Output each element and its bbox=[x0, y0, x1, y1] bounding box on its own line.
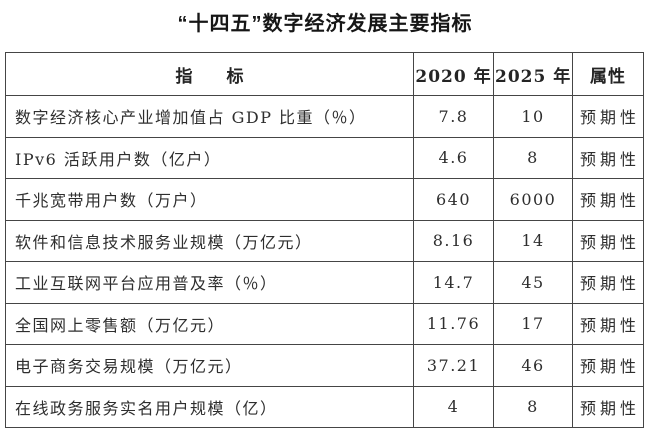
value-2020-cell: 37.21 bbox=[413, 344, 494, 387]
table-row: IPv6 活跃用户数（亿户） 4.6 8 预期性 bbox=[5, 136, 644, 179]
table-row: 数字经济核心产业增加值占 GDP 比重（％） 7.8 10 预期性 bbox=[5, 95, 644, 138]
table-row: 电子商务交易规模（万亿元） 37.21 46 预期性 bbox=[5, 344, 644, 387]
table-row: 在线政务服务实名用户规模（亿） 4 8 预期性 bbox=[5, 385, 644, 428]
attribute-cell: 预期性 bbox=[572, 344, 644, 387]
table-header-row: 指 标 2020 年 2025 年 属性 bbox=[5, 52, 644, 96]
header-2020: 2020 年 bbox=[413, 52, 494, 96]
attribute-cell: 预期性 bbox=[572, 261, 644, 304]
page-title: “十四五”数字经济发展主要指标 bbox=[177, 13, 473, 35]
value-2020-cell: 4.6 bbox=[413, 136, 494, 179]
table-row: 全国网上零售额（万亿元） 11.76 17 预期性 bbox=[5, 302, 644, 345]
attribute-cell: 预期性 bbox=[572, 385, 644, 428]
header-indicator: 指 标 bbox=[5, 52, 414, 96]
value-2025-cell: 6000 bbox=[493, 178, 573, 221]
value-2020-cell: 4 bbox=[413, 385, 494, 428]
value-2025-cell: 8 bbox=[493, 136, 573, 179]
value-2020-cell: 8.16 bbox=[413, 219, 494, 262]
indicator-cell: 千兆宽带用户数（万户） bbox=[5, 178, 414, 221]
table-row: 工业互联网平台应用普及率（％） 14.7 45 预期性 bbox=[5, 261, 644, 304]
indicator-cell: 电子商务交易规模（万亿元） bbox=[5, 344, 414, 387]
value-2020-cell: 11.76 bbox=[413, 302, 494, 345]
indicator-cell: 在线政务服务实名用户规模（亿） bbox=[5, 385, 414, 428]
indicator-cell: IPv6 活跃用户数（亿户） bbox=[5, 136, 414, 179]
indicators-table: 指 标 2020 年 2025 年 属性 数字经济核心产业增加值占 GDP 比重… bbox=[5, 52, 644, 428]
attribute-cell: 预期性 bbox=[572, 219, 644, 262]
indicator-cell: 软件和信息技术服务业规模（万亿元） bbox=[5, 219, 414, 262]
value-2025-cell: 8 bbox=[493, 385, 573, 428]
table-row: 千兆宽带用户数（万户） 640 6000 预期性 bbox=[5, 178, 644, 221]
attribute-cell: 预期性 bbox=[572, 95, 644, 138]
attribute-cell: 预期性 bbox=[572, 302, 644, 345]
indicator-cell: 全国网上零售额（万亿元） bbox=[5, 302, 414, 345]
attribute-cell: 预期性 bbox=[572, 178, 644, 221]
value-2025-cell: 46 bbox=[493, 344, 573, 387]
value-2020-cell: 7.8 bbox=[413, 95, 494, 138]
value-2020-cell: 640 bbox=[413, 178, 494, 221]
value-2025-cell: 17 bbox=[493, 302, 573, 345]
header-2025: 2025 年 bbox=[493, 52, 573, 96]
indicator-cell: 工业互联网平台应用普及率（％） bbox=[5, 261, 414, 304]
attribute-cell: 预期性 bbox=[572, 136, 644, 179]
value-2025-cell: 14 bbox=[493, 219, 573, 262]
value-2025-cell: 10 bbox=[493, 95, 573, 138]
table-row: 软件和信息技术服务业规模（万亿元） 8.16 14 预期性 bbox=[5, 219, 644, 262]
indicator-cell: 数字经济核心产业增加值占 GDP 比重（％） bbox=[5, 95, 414, 138]
header-attribute: 属性 bbox=[572, 52, 644, 96]
value-2025-cell: 45 bbox=[493, 261, 573, 304]
value-2020-cell: 14.7 bbox=[413, 261, 494, 304]
